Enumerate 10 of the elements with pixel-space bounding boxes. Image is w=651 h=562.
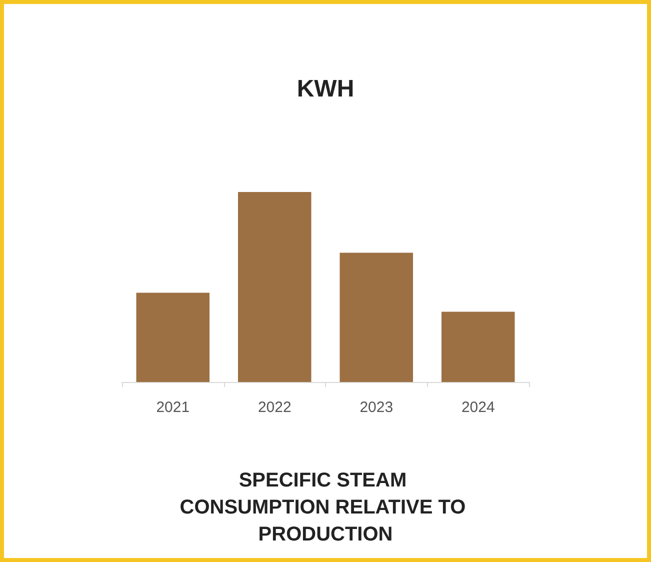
chart-title: KWH (296, 76, 354, 102)
x-axis-title: SPECIFIC STEAM CONSUMPTION RELATIVE TO PRODUCTION (180, 470, 472, 546)
bar (136, 292, 210, 382)
x-tick-label: 2023 (360, 399, 394, 416)
bar (441, 312, 515, 382)
bar (340, 252, 414, 382)
bar (238, 192, 312, 382)
x-tick-label: 2024 (461, 399, 495, 416)
x-tick-label: 2022 (258, 399, 292, 416)
x-tick-label: 2021 (156, 399, 190, 416)
